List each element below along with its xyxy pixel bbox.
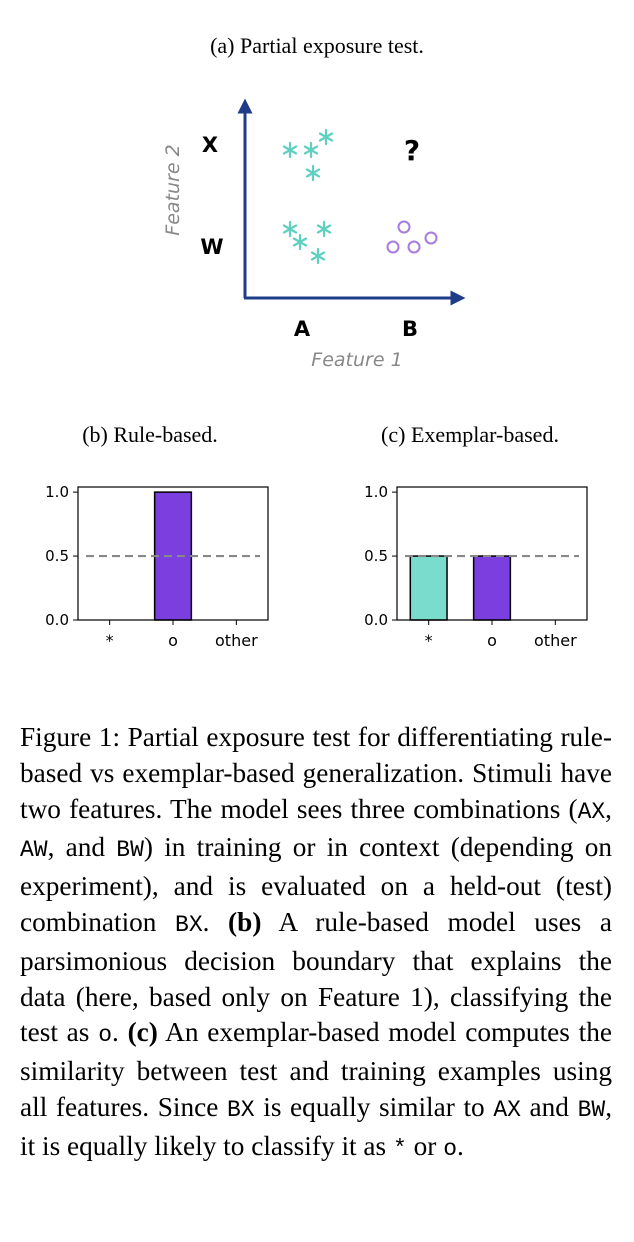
caption-text: A rule-based model uses a parsimonious d… <box>20 906 612 1048</box>
caption-code: AX <box>577 798 606 825</box>
caption-code: BX <box>175 911 203 938</box>
y-tick-label: 0.5 <box>364 547 388 565</box>
caption-code: o <box>443 1135 458 1162</box>
x-tick-label: other <box>215 631 258 650</box>
star-markers <box>282 128 334 265</box>
bar <box>153 491 193 621</box>
star-marker <box>310 247 326 265</box>
caption-text: , it is equally likely to classify it as <box>20 1091 613 1161</box>
star-marker <box>303 141 319 159</box>
caption-text: . <box>112 1017 128 1048</box>
caption-text: . <box>457 1130 464 1161</box>
caption-text: and <box>520 1091 578 1122</box>
y-axis-label: Feature 2 <box>162 144 184 235</box>
circle-marker <box>397 220 411 234</box>
star-marker <box>318 128 334 146</box>
circle-markers <box>386 220 438 254</box>
star-marker <box>305 164 321 182</box>
y-tick-label: 0.0 <box>45 611 69 629</box>
caption-text: ) in training or in context (depending o… <box>20 832 613 937</box>
column-label: B <box>402 317 418 341</box>
y-tick-label: 1.0 <box>364 483 388 501</box>
row-label: W <box>200 235 223 259</box>
caption-text: , and <box>47 832 117 863</box>
caption-text: Figure 1: Partial exposure test for diff… <box>20 722 612 824</box>
circle-marker <box>424 231 438 245</box>
bar <box>472 555 512 621</box>
y-tick-label: 0.0 <box>364 611 388 629</box>
caption-text: or <box>406 1130 444 1161</box>
row-label: X <box>202 133 218 157</box>
chart-title: (c) Exemplar-based. <box>381 422 559 447</box>
x-axis-label: Feature 1 <box>311 349 402 371</box>
caption-text: , <box>605 793 612 824</box>
star-marker <box>282 141 298 159</box>
caption: Figure 1: Partial exposure test for diff… <box>20 720 612 1168</box>
query-mark: ? <box>404 134 420 167</box>
caption-code: * <box>393 1135 407 1162</box>
plot-frame <box>396 486 588 621</box>
caption-bold: (b) <box>228 906 262 937</box>
bar <box>409 555 448 621</box>
x-tick-label: * <box>425 631 433 650</box>
caption-code: BX <box>227 1096 255 1123</box>
x-tick-label: * <box>106 631 114 650</box>
caption-text: is equally similar to <box>254 1091 494 1122</box>
chart-title: (b) Rule-based. <box>82 422 218 447</box>
caption-code: BW <box>577 1096 606 1123</box>
column-label: A <box>294 317 311 341</box>
y-tick-label: 1.0 <box>45 483 69 501</box>
caption-bold: (c) <box>127 1017 158 1048</box>
caption-text: . <box>202 906 229 937</box>
panel-title: (a) Partial exposure test. <box>210 33 424 58</box>
caption-code: AW <box>20 837 48 864</box>
x-tick-label: o <box>487 631 497 650</box>
caption-code: AX <box>493 1096 521 1123</box>
x-tick-label: other <box>534 631 577 650</box>
caption-text: An exemplar-based model computes the sim… <box>20 1017 613 1122</box>
caption-code: BW <box>116 837 144 864</box>
circle-marker <box>386 240 400 254</box>
caption-code: o <box>98 1022 112 1049</box>
x-tick-label: o <box>168 631 178 650</box>
figure: (a) Partial exposure test. X W A B ? Fea… <box>45 33 588 650</box>
star-marker <box>282 220 298 238</box>
plot-frame <box>77 486 269 621</box>
y-tick-label: 0.5 <box>45 547 69 565</box>
star-marker <box>316 220 332 238</box>
star-marker <box>292 233 308 251</box>
circle-marker <box>407 240 421 254</box>
